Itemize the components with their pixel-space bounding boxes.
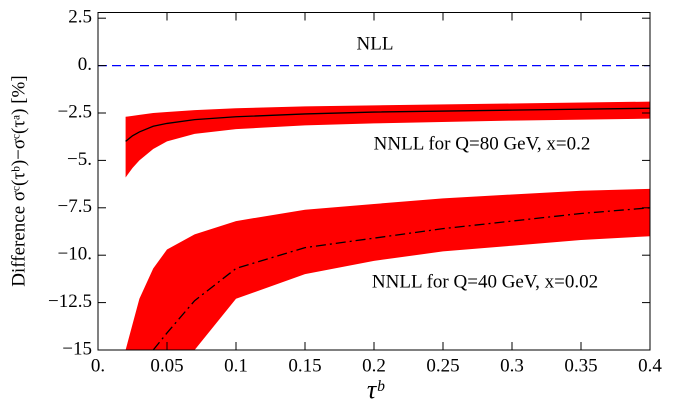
x-tick-label: 0.2 xyxy=(362,355,386,376)
plot-area xyxy=(98,64,650,350)
x-tick-label: 0.1 xyxy=(224,355,248,376)
x-axis-label: τᵇ xyxy=(367,375,385,404)
y-tick-label: −5. xyxy=(67,149,92,170)
x-tick-label: 0.05 xyxy=(150,355,183,376)
y-tick-label: −15 xyxy=(62,338,92,359)
x-tick-label: 0.35 xyxy=(564,355,597,376)
x-tick-label: 0.25 xyxy=(426,355,459,376)
uncertainty-band xyxy=(125,101,650,178)
y-tick-label: −7.5 xyxy=(58,196,92,217)
y-axis-label: Difference σᶜ(τᵇ)−σᶜ(τᵃ) [%] xyxy=(8,75,29,286)
series-line xyxy=(152,207,650,350)
series-line xyxy=(125,107,650,142)
y-tick-label: 0. xyxy=(78,54,92,75)
x-tick-label: 0.3 xyxy=(500,355,524,376)
x-tick-label: 0.15 xyxy=(288,355,321,376)
x-tick-label: 0.4 xyxy=(638,355,662,376)
y-tick-label: −2.5 xyxy=(58,101,92,122)
annotation: NNLL for Q=80 GeV, x=0.2 xyxy=(374,133,591,154)
y-tick-label: −10. xyxy=(58,244,92,265)
y-tick-label: −12.5 xyxy=(48,291,92,312)
annotation: NLL xyxy=(357,33,394,54)
annotation: NNLL for Q=40 GeV, x=0.02 xyxy=(372,271,598,292)
x-tick-label: 0. xyxy=(91,355,105,376)
uncertainty-band xyxy=(125,188,650,350)
y-tick-label: 2.5 xyxy=(68,7,92,28)
